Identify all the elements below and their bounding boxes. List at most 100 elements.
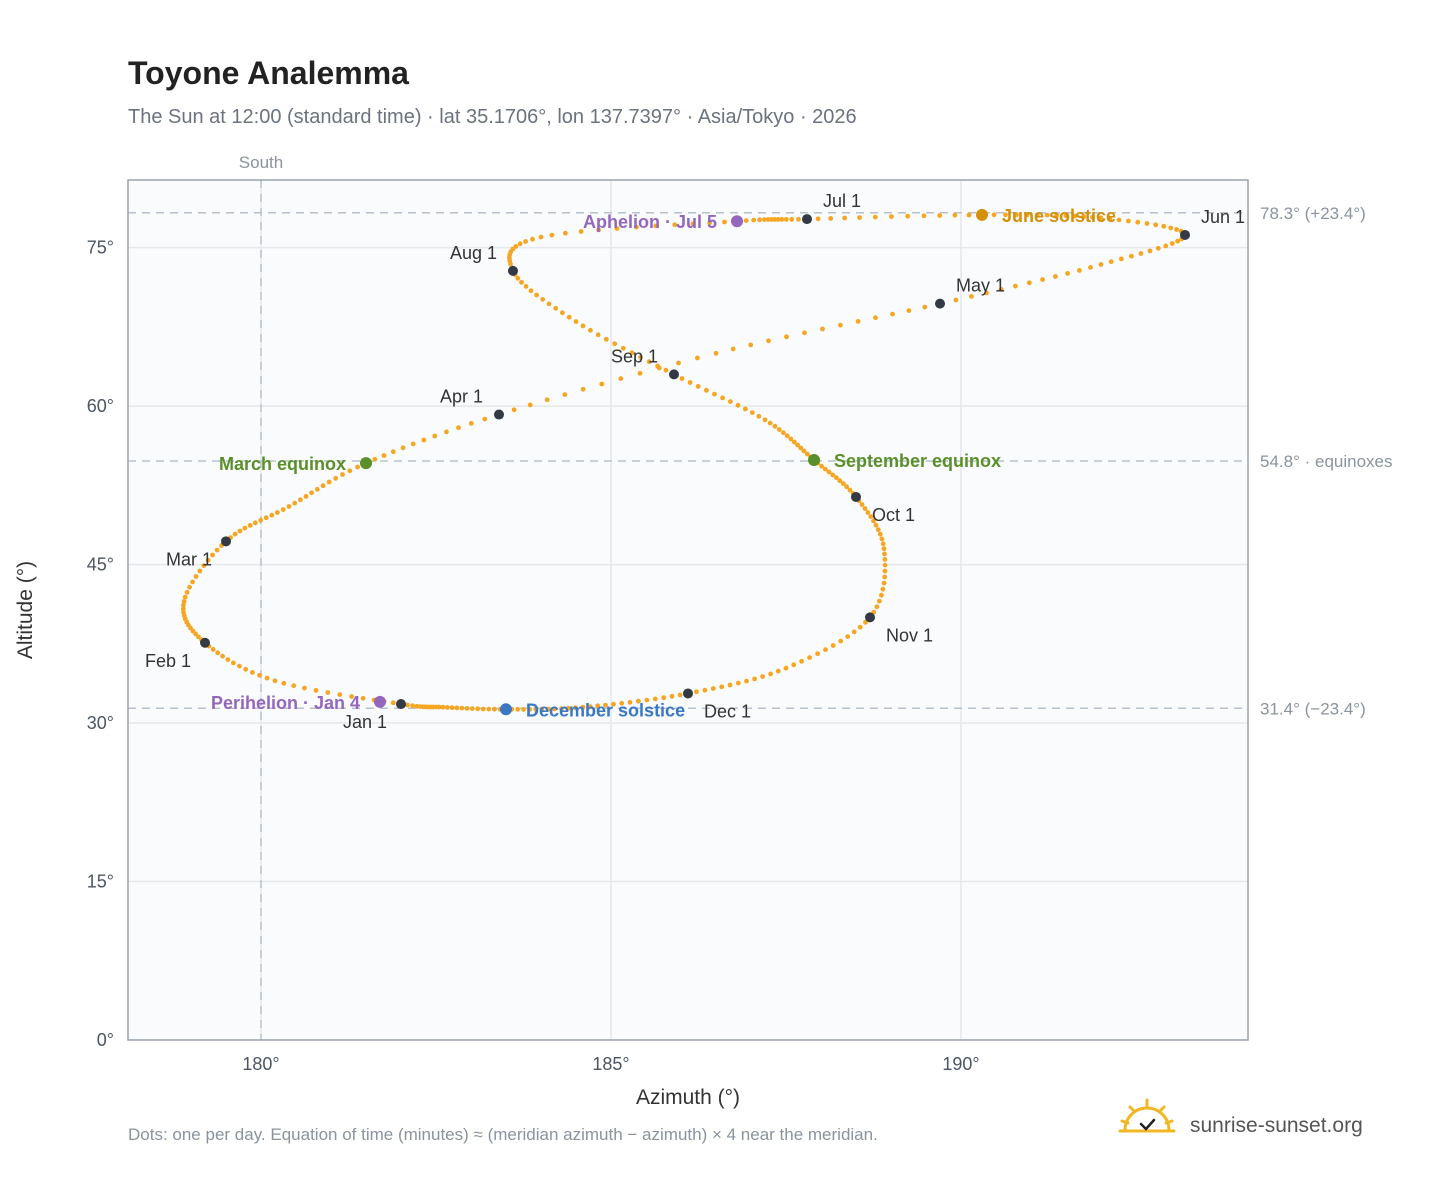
daily-dot bbox=[1116, 217, 1122, 223]
daily-dot bbox=[984, 290, 989, 296]
daily-dot bbox=[187, 584, 193, 590]
month-label: Dec 1 bbox=[704, 701, 751, 721]
month-markers: Jan 1 Feb 1 Mar 1 Apr 1 May 1 Jun 1 Jul 1 Aug 1… bbox=[145, 191, 1245, 732]
daily-dot bbox=[730, 346, 736, 352]
y-axis-ticks: 0° 15° 30° 45° 60° 75° bbox=[87, 238, 114, 1050]
daily-dot bbox=[530, 236, 535, 242]
daily-dot bbox=[515, 706, 521, 712]
daily-dot bbox=[873, 522, 879, 528]
daily-dot bbox=[840, 481, 846, 486]
daily-dot bbox=[791, 662, 797, 668]
daily-dot bbox=[540, 297, 546, 302]
event-marker bbox=[808, 453, 820, 466]
y-tick-label: 60° bbox=[87, 396, 114, 416]
month-label: Nov 1 bbox=[886, 625, 933, 645]
daily-dot bbox=[1040, 277, 1045, 282]
daily-dot bbox=[629, 350, 635, 356]
month-label: Aug 1 bbox=[450, 243, 497, 263]
month-label: Oct 1 bbox=[872, 505, 915, 525]
daily-dot bbox=[281, 680, 287, 686]
daily-dot bbox=[791, 439, 797, 445]
daily-dot bbox=[337, 692, 343, 697]
daily-dot bbox=[562, 392, 568, 397]
daily-dot bbox=[991, 212, 997, 218]
daily-dot bbox=[779, 217, 785, 222]
daily-dot bbox=[1108, 259, 1114, 265]
daily-dot bbox=[751, 217, 757, 223]
daily-dot bbox=[804, 451, 810, 457]
daily-dot bbox=[1161, 223, 1167, 229]
reference-lines: 78.3° (+23.4°) 54.8° · equinoxes 31.4° (−2… bbox=[128, 204, 1393, 718]
daily-dot bbox=[1098, 262, 1104, 267]
daily-dot bbox=[243, 666, 249, 672]
daily-dot bbox=[381, 453, 387, 458]
daily-dot bbox=[690, 221, 696, 227]
daily-dot bbox=[749, 410, 755, 415]
daily-dot bbox=[445, 705, 450, 710]
daily-dot bbox=[695, 384, 701, 389]
check-icon bbox=[1139, 1118, 1156, 1131]
meridian-line: South bbox=[239, 153, 283, 1040]
daily-dot bbox=[1065, 271, 1070, 276]
daily-dot bbox=[921, 213, 927, 219]
daily-dot bbox=[603, 336, 609, 342]
daily-dot bbox=[355, 464, 360, 470]
daily-dot bbox=[677, 692, 683, 698]
daily-dot bbox=[257, 672, 262, 678]
daily-dot bbox=[881, 580, 887, 586]
daily-dot bbox=[801, 448, 807, 454]
daily-dot bbox=[880, 541, 886, 547]
daily-dot bbox=[349, 694, 354, 699]
month-marker bbox=[865, 612, 875, 623]
daily-dot bbox=[421, 437, 427, 443]
daily-dot bbox=[713, 350, 719, 356]
month-marker bbox=[396, 699, 406, 710]
daily-dot bbox=[859, 502, 865, 507]
daily-dot bbox=[242, 525, 248, 531]
daily-dot bbox=[1072, 213, 1078, 219]
daily-dot bbox=[1119, 256, 1124, 262]
daily-dot bbox=[1090, 214, 1095, 220]
daily-dot bbox=[695, 355, 700, 361]
reference-line-label: 54.8° · equinoxes bbox=[1260, 452, 1393, 471]
daily-dot bbox=[775, 217, 781, 222]
daily-dot bbox=[545, 706, 551, 712]
plot-frame bbox=[127, 179, 1249, 1041]
daily-dot bbox=[877, 531, 883, 537]
daily-dot bbox=[612, 341, 618, 347]
daily-dot bbox=[855, 319, 861, 324]
daily-dot bbox=[890, 311, 895, 317]
daily-dot bbox=[1144, 221, 1150, 226]
daily-dot bbox=[874, 604, 880, 610]
daily-dot bbox=[652, 696, 658, 702]
daily-dot bbox=[815, 216, 821, 222]
month-label: Apr 1 bbox=[440, 387, 483, 407]
daily-dot bbox=[838, 322, 843, 328]
daily-dot bbox=[710, 686, 716, 691]
daily-dot bbox=[865, 510, 871, 515]
plot-area bbox=[128, 180, 1248, 1040]
daily-dot bbox=[539, 706, 545, 712]
daily-dot bbox=[440, 704, 446, 710]
daily-dot bbox=[210, 647, 216, 652]
daily-dot bbox=[775, 668, 781, 674]
event-label: Perihelion · Jan 4 bbox=[211, 693, 360, 713]
daily-dot bbox=[735, 402, 741, 408]
daily-dot bbox=[879, 592, 884, 598]
daily-dot bbox=[889, 214, 894, 220]
event-marker bbox=[360, 457, 372, 470]
daily-dot bbox=[748, 342, 754, 348]
daily-dot bbox=[1026, 280, 1032, 286]
daily-dot bbox=[882, 568, 888, 574]
y-axis-label: Altitude (°) bbox=[14, 561, 37, 659]
daily-dot bbox=[325, 690, 331, 695]
event-marker bbox=[500, 703, 512, 716]
daily-dot bbox=[756, 413, 762, 419]
x-tick-label: 185° bbox=[592, 1054, 629, 1074]
daily-dot bbox=[653, 223, 659, 229]
daily-dot bbox=[205, 557, 211, 563]
daily-dot bbox=[197, 568, 203, 574]
daily-dot bbox=[459, 705, 465, 711]
daily-dot bbox=[181, 599, 187, 604]
daily-dot bbox=[410, 703, 415, 709]
